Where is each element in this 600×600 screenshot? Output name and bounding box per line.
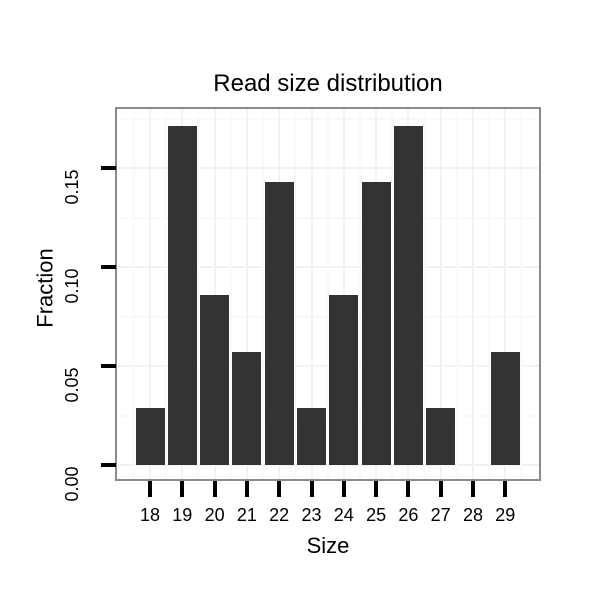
x-tick-label-26: 26: [398, 505, 419, 525]
y-tick-label-0.10: 0.10: [62, 268, 82, 304]
x-tick-label-23: 23: [301, 505, 322, 525]
x-tick-22: [277, 481, 282, 497]
chart-title: Read size distribution: [213, 70, 443, 97]
gridline-minor-vertical: [262, 108, 265, 480]
gridline-major-vertical: [342, 108, 345, 480]
x-tick-23: [309, 481, 314, 497]
y-axis-title: Fraction: [32, 248, 58, 328]
x-tick-label-24: 24: [333, 505, 354, 525]
gridline-minor-vertical: [294, 108, 297, 480]
x-tick-label-28: 28: [462, 505, 484, 525]
y-tick-label-0.05: 0.05: [62, 367, 82, 403]
gridline-major-vertical: [245, 108, 248, 480]
bar-22: [264, 182, 294, 465]
x-tick-label-21: 21: [236, 505, 257, 525]
x-tick-label-29: 29: [495, 505, 516, 525]
gridline-major-vertical: [472, 108, 474, 480]
bar-23: [297, 408, 326, 465]
gridline-major-vertical: [504, 108, 507, 480]
x-tick-27: [438, 481, 443, 497]
y-tick-0.10: [101, 265, 116, 269]
gridline-minor-vertical: [197, 108, 200, 480]
bar-19: [167, 125, 197, 465]
x-tick-label-27: 27: [430, 505, 451, 525]
gridline-minor-vertical: [520, 108, 523, 480]
x-tick-20: [212, 481, 217, 497]
bar-27: [426, 408, 456, 465]
x-axis-title: Size: [306, 533, 350, 558]
gridline-major-vertical: [149, 108, 151, 480]
bar-18: [135, 408, 165, 465]
y-tick-label-0.15: 0.15: [62, 169, 82, 205]
gridline-major-vertical: [310, 108, 313, 480]
gridline-minor-vertical: [132, 108, 135, 480]
bar-20: [200, 295, 230, 465]
y-tick-0.05: [101, 364, 116, 368]
x-tick-label-18: 18: [139, 505, 161, 525]
x-tick-19: [180, 481, 185, 497]
x-tick-24: [341, 481, 346, 497]
gridline-minor-vertical: [229, 108, 232, 480]
x-tick-25: [374, 481, 379, 497]
x-tick-26: [406, 481, 411, 497]
gridline-minor-vertical: [455, 108, 458, 480]
x-tick-29: [503, 481, 508, 497]
bar-29: [490, 351, 520, 465]
gridline-minor-vertical: [358, 108, 361, 480]
gridline-minor-vertical: [165, 108, 168, 480]
bar-21: [232, 351, 262, 465]
gridline-minor-vertical: [423, 108, 426, 480]
gridline-major-vertical: [439, 108, 442, 480]
x-tick-label-20: 20: [204, 505, 225, 525]
plot-panel: [116, 108, 540, 480]
y-tick-0.00: [101, 463, 116, 467]
gridline-minor-vertical: [488, 108, 491, 480]
x-tick-label-25: 25: [366, 505, 387, 525]
gridline-minor-vertical: [326, 108, 329, 480]
y-tick-label-0.00: 0.00: [62, 466, 82, 502]
bar-25: [361, 182, 391, 465]
gridline-minor-vertical: [391, 108, 394, 480]
x-tick-label-22: 22: [269, 505, 290, 525]
bar-24: [329, 295, 359, 465]
y-tick-0.15: [101, 166, 116, 170]
x-tick-18: [148, 481, 152, 497]
x-tick-21: [244, 481, 249, 497]
x-tick-28: [471, 481, 475, 497]
x-tick-label-19: 19: [172, 505, 193, 525]
bar-26: [393, 125, 423, 465]
gridline-major-vertical: [213, 108, 216, 480]
